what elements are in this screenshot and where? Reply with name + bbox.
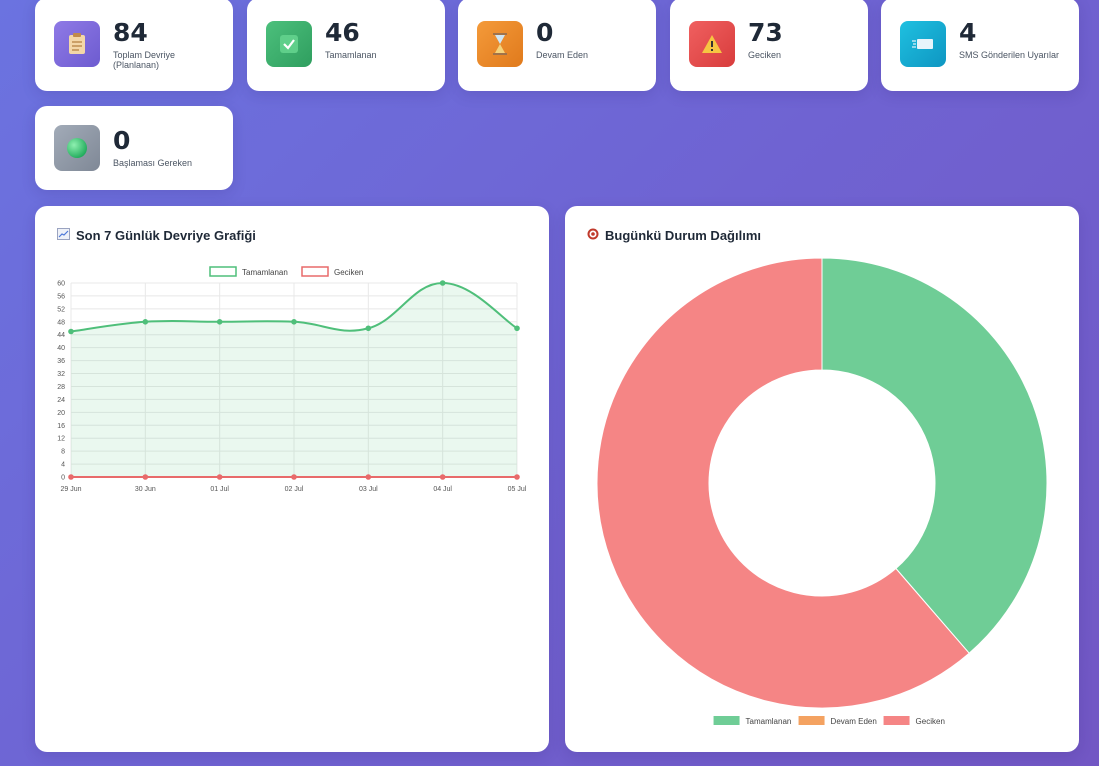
donut-chart-panel: Bugünkü Durum Dağılımı Tamamlanan Devam E… (565, 206, 1079, 752)
x-tick-label: 29 Jun (60, 486, 81, 493)
stat-value: 84 (113, 18, 148, 47)
stat-value: 4 (959, 18, 977, 47)
x-tick-label: 04 Jul (433, 486, 452, 493)
warning-icon (689, 21, 735, 67)
y-tick-label: 40 (57, 345, 65, 352)
y-tick-label: 28 (57, 384, 65, 391)
donut-slice (596, 257, 970, 709)
stat-label: Başlaması Gereken (113, 158, 193, 168)
series-area (71, 283, 517, 477)
x-tick-label: 01 Jul (210, 486, 229, 493)
green-circle-icon (54, 125, 100, 171)
y-tick-label: 8 (61, 449, 65, 456)
donut-slice (821, 257, 1048, 654)
donut-chart-title: Bugünkü Durum Dağılımı (605, 228, 761, 243)
check-icon (266, 21, 312, 67)
x-tick-label: 30 Jun (135, 486, 156, 493)
stat-card-total: 84 Toplam Devriye (Planlanan) (35, 0, 233, 91)
legend-label: Geciken (334, 268, 363, 277)
y-tick-label: 0 (61, 475, 65, 482)
legend-label: Tamamlanan (746, 717, 792, 726)
y-tick-label: 16 (57, 423, 65, 430)
data-point (142, 474, 149, 480)
y-tick-label: 4 (61, 462, 65, 469)
legend-swatch (883, 716, 910, 725)
data-point (439, 474, 446, 480)
data-point (439, 280, 446, 286)
y-tick-label: 24 (57, 397, 65, 404)
y-tick-label: 12 (57, 436, 65, 443)
data-point (291, 319, 297, 325)
data-point (291, 474, 297, 480)
legend-swatch (301, 266, 329, 277)
legend-swatch (209, 266, 237, 277)
legend-label: Geciken (916, 717, 945, 726)
panel-title: Son 7 Günlük Devriye Grafiği (57, 228, 256, 243)
y-tick-label: 52 (57, 306, 65, 313)
data-point (514, 325, 520, 332)
stat-value: 73 (748, 18, 783, 47)
data-point (68, 474, 74, 480)
clipboard-icon (54, 21, 100, 67)
y-tick-label: 20 (57, 410, 65, 417)
line-chart-panel: Son 7 Günlük Devriye Grafiği 0 4 8 12 16 20 24… (35, 206, 549, 752)
stat-card-completed: 46 Tamamlanan (247, 0, 445, 91)
stat-card-should-start: 0 Başlaması Gereken (35, 106, 233, 190)
x-tick-label: 02 Jul (285, 486, 304, 493)
data-point (68, 328, 74, 335)
y-tick-label: 60 (57, 281, 65, 288)
data-point (365, 325, 372, 332)
data-point (216, 474, 223, 480)
data-point (142, 319, 149, 325)
line-chart-title: Son 7 Günlük Devriye Grafiği (76, 228, 256, 243)
legend-swatch (713, 716, 740, 725)
legend-label: Tamamlanan (242, 268, 288, 277)
stat-label: Devam Eden (536, 50, 589, 60)
stat-label: Tamamlanan (325, 50, 377, 60)
stat-label: Toplam Devriye (Planlanan) (113, 50, 176, 70)
sms-icon (900, 21, 946, 67)
stat-card-in-progress: 0 Devam Eden (458, 0, 656, 91)
data-point (216, 319, 223, 325)
stat-value: 0 (536, 18, 554, 47)
stat-value: 46 (325, 18, 360, 47)
hourglass-icon (477, 21, 523, 67)
y-tick-label: 36 (57, 358, 65, 365)
legend-label: Devam Eden (831, 717, 877, 726)
data-point (365, 474, 372, 480)
stat-value: 0 (113, 126, 131, 155)
target-icon (587, 228, 599, 243)
stat-label: SMS Gönderilen Uyarılar (959, 50, 1060, 60)
x-tick-label: 05 Jul (508, 486, 527, 493)
chart-icon (57, 228, 70, 243)
legend-swatch (798, 716, 825, 725)
data-point (514, 474, 520, 480)
y-tick-label: 48 (57, 319, 65, 326)
stat-card-late: 73 Geciken (670, 0, 868, 91)
panel-title: Bugünkü Durum Dağılımı (587, 228, 761, 243)
x-tick-label: 03 Jul (359, 486, 378, 493)
donut-chart: Tamamlanan Devam Eden Geciken (596, 257, 1048, 726)
y-tick-label: 44 (57, 332, 65, 339)
stat-label: Geciken (748, 50, 782, 60)
y-tick-label: 32 (57, 371, 65, 378)
stat-card-sms: 4 SMS Gönderilen Uyarılar (881, 0, 1079, 91)
y-tick-label: 56 (57, 293, 65, 300)
